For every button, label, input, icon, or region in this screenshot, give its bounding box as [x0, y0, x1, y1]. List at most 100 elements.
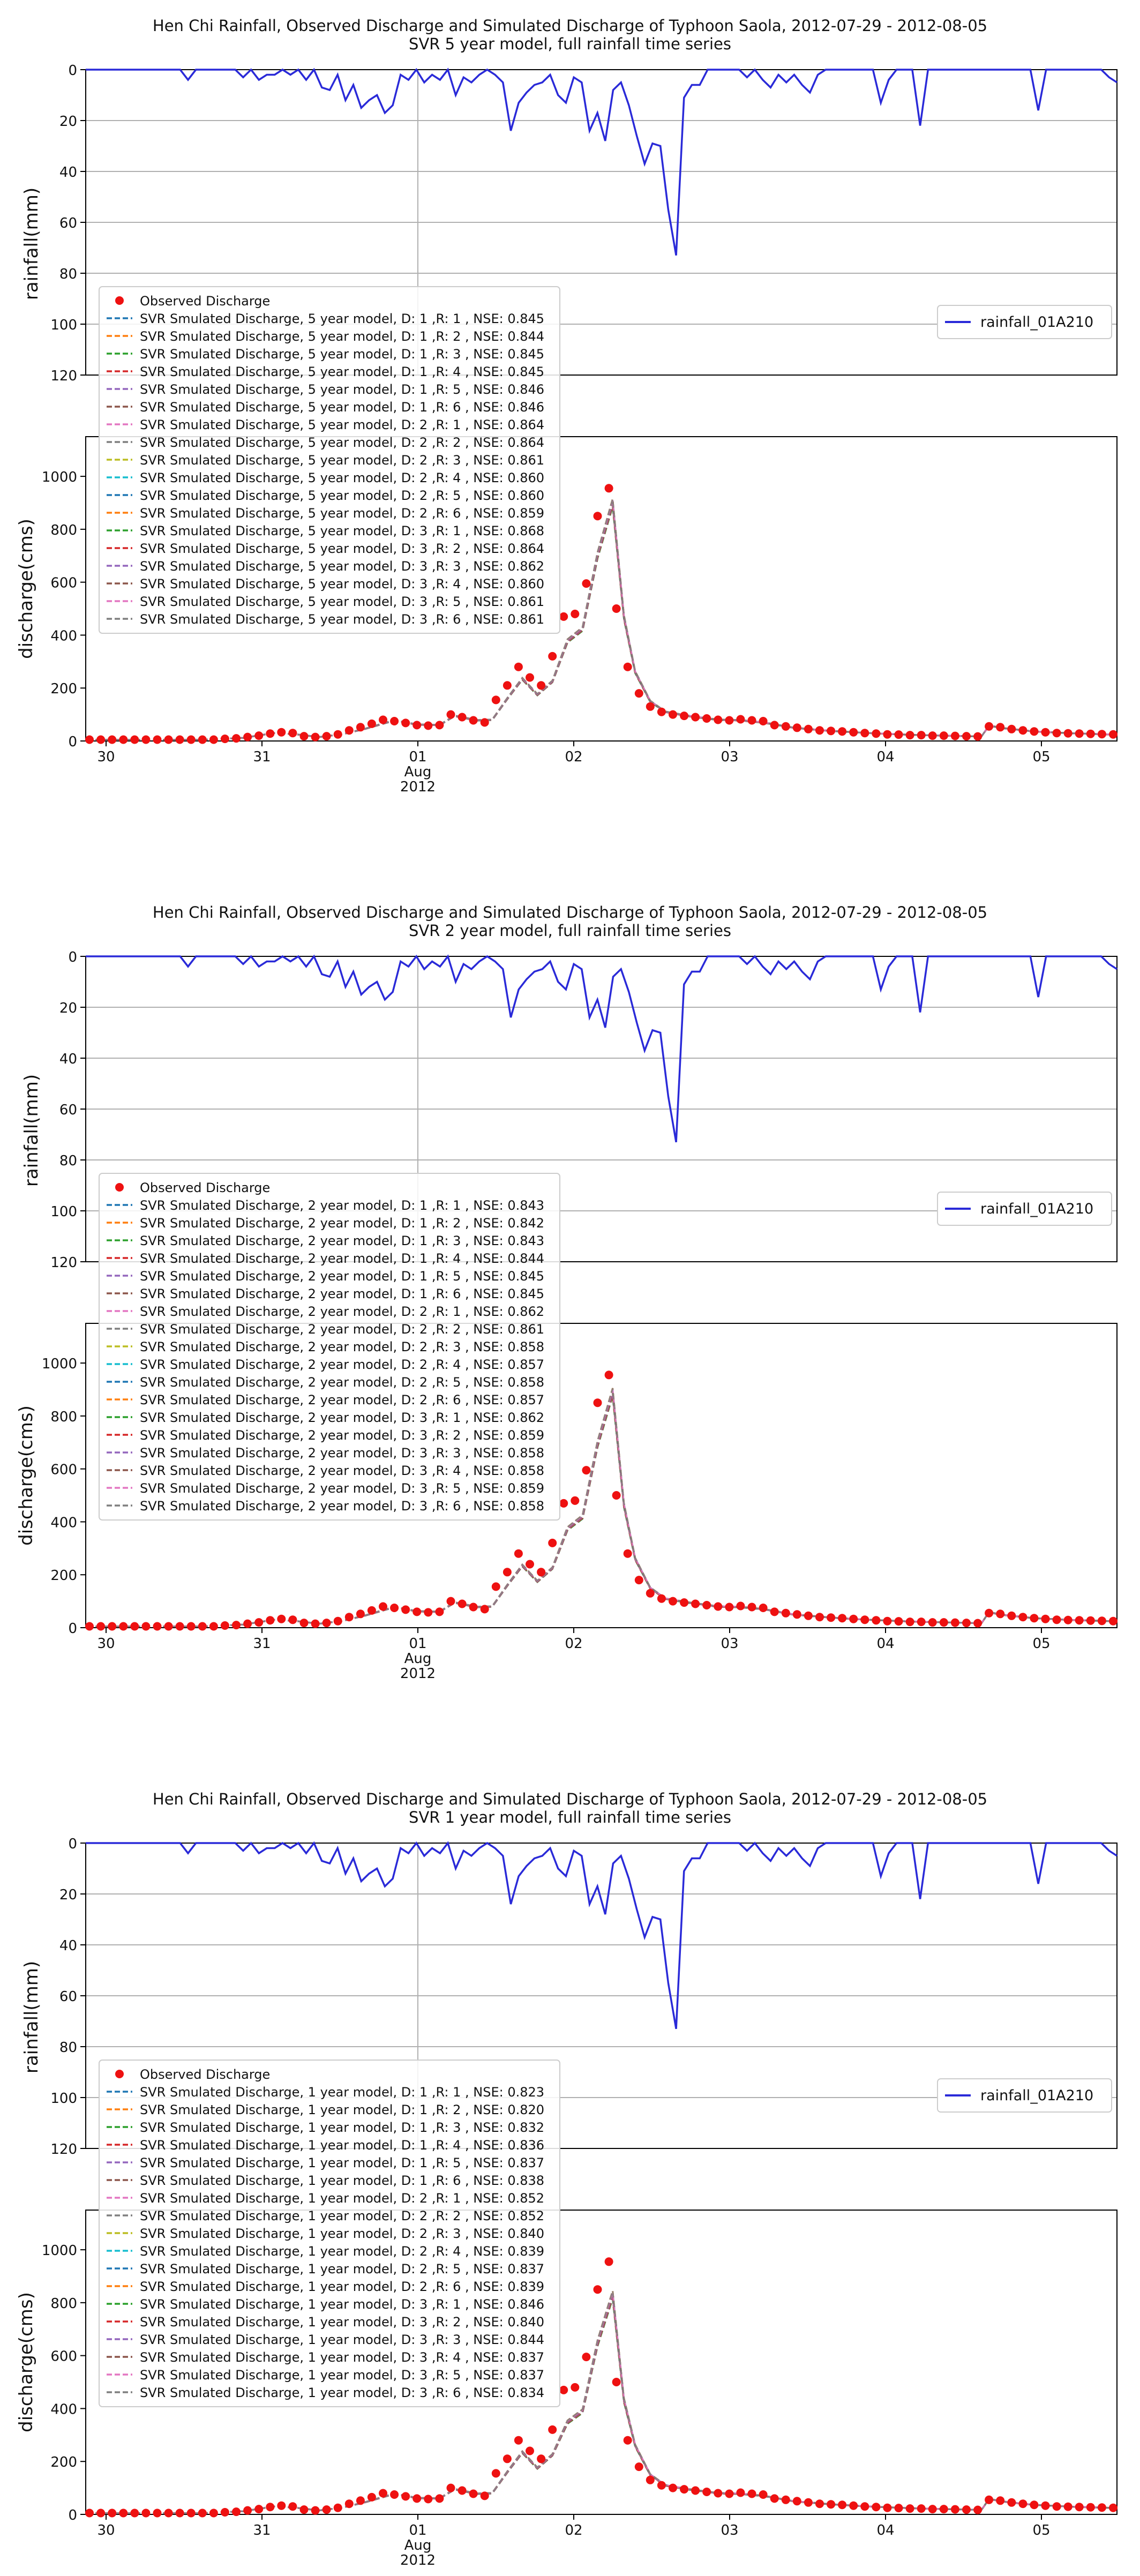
legend-series-label: SVR Smulated Discharge, 1 year model, D:…: [140, 2155, 544, 2170]
observed-point: [582, 2353, 591, 2362]
observed-point: [593, 512, 602, 521]
discharge-ytick-label: 200: [50, 1568, 77, 1584]
observed-point: [804, 2498, 813, 2507]
discharge-axes-frame: [85, 436, 1118, 742]
observed-point: [186, 1622, 196, 1631]
observed-point: [838, 1614, 847, 1623]
observed-point: [736, 715, 745, 724]
rainfall-line: [86, 68, 1118, 256]
observed-point: [164, 2508, 173, 2518]
observed-point: [849, 1614, 858, 1623]
observed-point: [232, 734, 241, 743]
chart-panel-2: Hen Chi Rainfall, Observed Discharge and…: [16, 903, 1118, 1682]
legend-series-label: SVR Smulated Discharge, 5 year model, D:…: [140, 506, 544, 521]
observed-point: [792, 1610, 801, 1619]
observed-point: [424, 1608, 433, 1617]
observed-point: [333, 730, 342, 739]
observed-point: [657, 2481, 666, 2490]
observed-point: [108, 2508, 117, 2518]
chart-panel-1: Hen Chi Rainfall, Observed Discharge and…: [16, 17, 1118, 795]
legend-series-label: SVR Smulated Discharge, 2 year model, D:…: [140, 1322, 544, 1337]
observed-point: [680, 2485, 689, 2494]
xtick-label: 02: [565, 749, 582, 765]
observed-point: [781, 1608, 790, 1618]
xtick-label: 31: [253, 1636, 271, 1652]
discharge-ylabel: discharge(cms): [16, 519, 37, 659]
observed-point: [985, 1608, 994, 1618]
legend-series-label: SVR Smulated Discharge, 5 year model, D:…: [140, 417, 544, 432]
observed-point: [770, 2494, 779, 2503]
observed-point: [311, 1619, 320, 1628]
observed-point: [973, 732, 982, 741]
observed-point: [928, 2505, 937, 2514]
observed-point: [514, 662, 523, 671]
legend-series-label: SVR Smulated Discharge, 1 year model, D:…: [140, 2368, 544, 2383]
rain-ytick-label: 60: [59, 1102, 77, 1118]
observed-point: [804, 1611, 813, 1620]
legend-series-label: SVR Smulated Discharge, 5 year model, D:…: [140, 523, 544, 538]
xtick-label: 01: [409, 1636, 426, 1652]
discharge-ytick-label: 800: [50, 522, 77, 538]
observed-point: [860, 729, 869, 738]
legend-series-label: SVR Smulated Discharge, 2 year model, D:…: [140, 1357, 544, 1372]
observed-point: [962, 732, 971, 741]
observed-point: [714, 715, 723, 724]
rain-ytick-label: 0: [68, 949, 77, 965]
rain-ytick-label: 80: [59, 266, 77, 282]
discharge-legend-box: [99, 2060, 560, 2407]
discharge-ytick-label: 1000: [42, 469, 77, 485]
observed-point: [1109, 730, 1118, 739]
xtick-label: 31: [253, 749, 271, 765]
observed-point: [1030, 1614, 1039, 1623]
observed-point: [827, 727, 836, 736]
observed-point: [905, 2504, 914, 2513]
observed-point: [1030, 727, 1039, 736]
xtick-year-label: 2012: [400, 1666, 436, 1682]
observed-point: [725, 2489, 734, 2498]
observed-point: [770, 1607, 779, 1616]
observed-point: [849, 2501, 858, 2510]
observed-point: [502, 2454, 512, 2463]
observed-point: [1086, 729, 1095, 738]
observed-point: [469, 1602, 478, 1612]
observed-point: [311, 2506, 320, 2515]
observed-point: [714, 1602, 723, 1611]
observed-point: [612, 2378, 621, 2386]
observed-point: [759, 2490, 768, 2499]
observed-point: [883, 730, 892, 739]
discharge-ytick-label: 0: [68, 734, 77, 750]
observed-point: [175, 1622, 184, 1631]
observed-point: [759, 717, 768, 725]
observed-point: [209, 1622, 218, 1631]
observed-point: [996, 1609, 1005, 1619]
observed-point: [838, 2500, 847, 2510]
observed-point: [548, 652, 557, 661]
observed-point: [288, 729, 297, 738]
observed-point: [379, 2489, 387, 2498]
observed-point: [232, 2507, 241, 2517]
rain-ylabel: rainfall(mm): [21, 1074, 42, 1187]
legend-series-label: SVR Smulated Discharge, 1 year model, D:…: [140, 2332, 544, 2347]
observed-point: [612, 1491, 621, 1500]
observed-point: [469, 2489, 478, 2498]
observed-point: [612, 604, 621, 613]
observed-point: [108, 735, 117, 744]
observed-point: [446, 2483, 455, 2492]
legend-series-label: SVR Smulated Discharge, 5 year model, D:…: [140, 311, 544, 326]
legend-series-label: SVR Smulated Discharge, 1 year model, D:…: [140, 2279, 544, 2294]
observed-point: [1063, 2502, 1072, 2511]
observed-point: [458, 1599, 467, 1608]
observed-point: [277, 1614, 286, 1623]
observed-point: [1063, 729, 1072, 738]
observed-point: [736, 1601, 745, 1611]
legend-series-label: SVR Smulated Discharge, 2 year model, D:…: [140, 1463, 544, 1478]
observed-point: [883, 1616, 892, 1626]
observed-point: [344, 726, 354, 735]
observed-point: [1052, 2502, 1061, 2511]
legend-observed-marker: [115, 2070, 124, 2078]
observed-point: [905, 1618, 914, 1627]
observed-point: [141, 2508, 151, 2518]
observed-point: [872, 1616, 881, 1625]
observed-point: [254, 1618, 264, 1627]
rainfall-legend-box: [937, 1192, 1112, 1226]
